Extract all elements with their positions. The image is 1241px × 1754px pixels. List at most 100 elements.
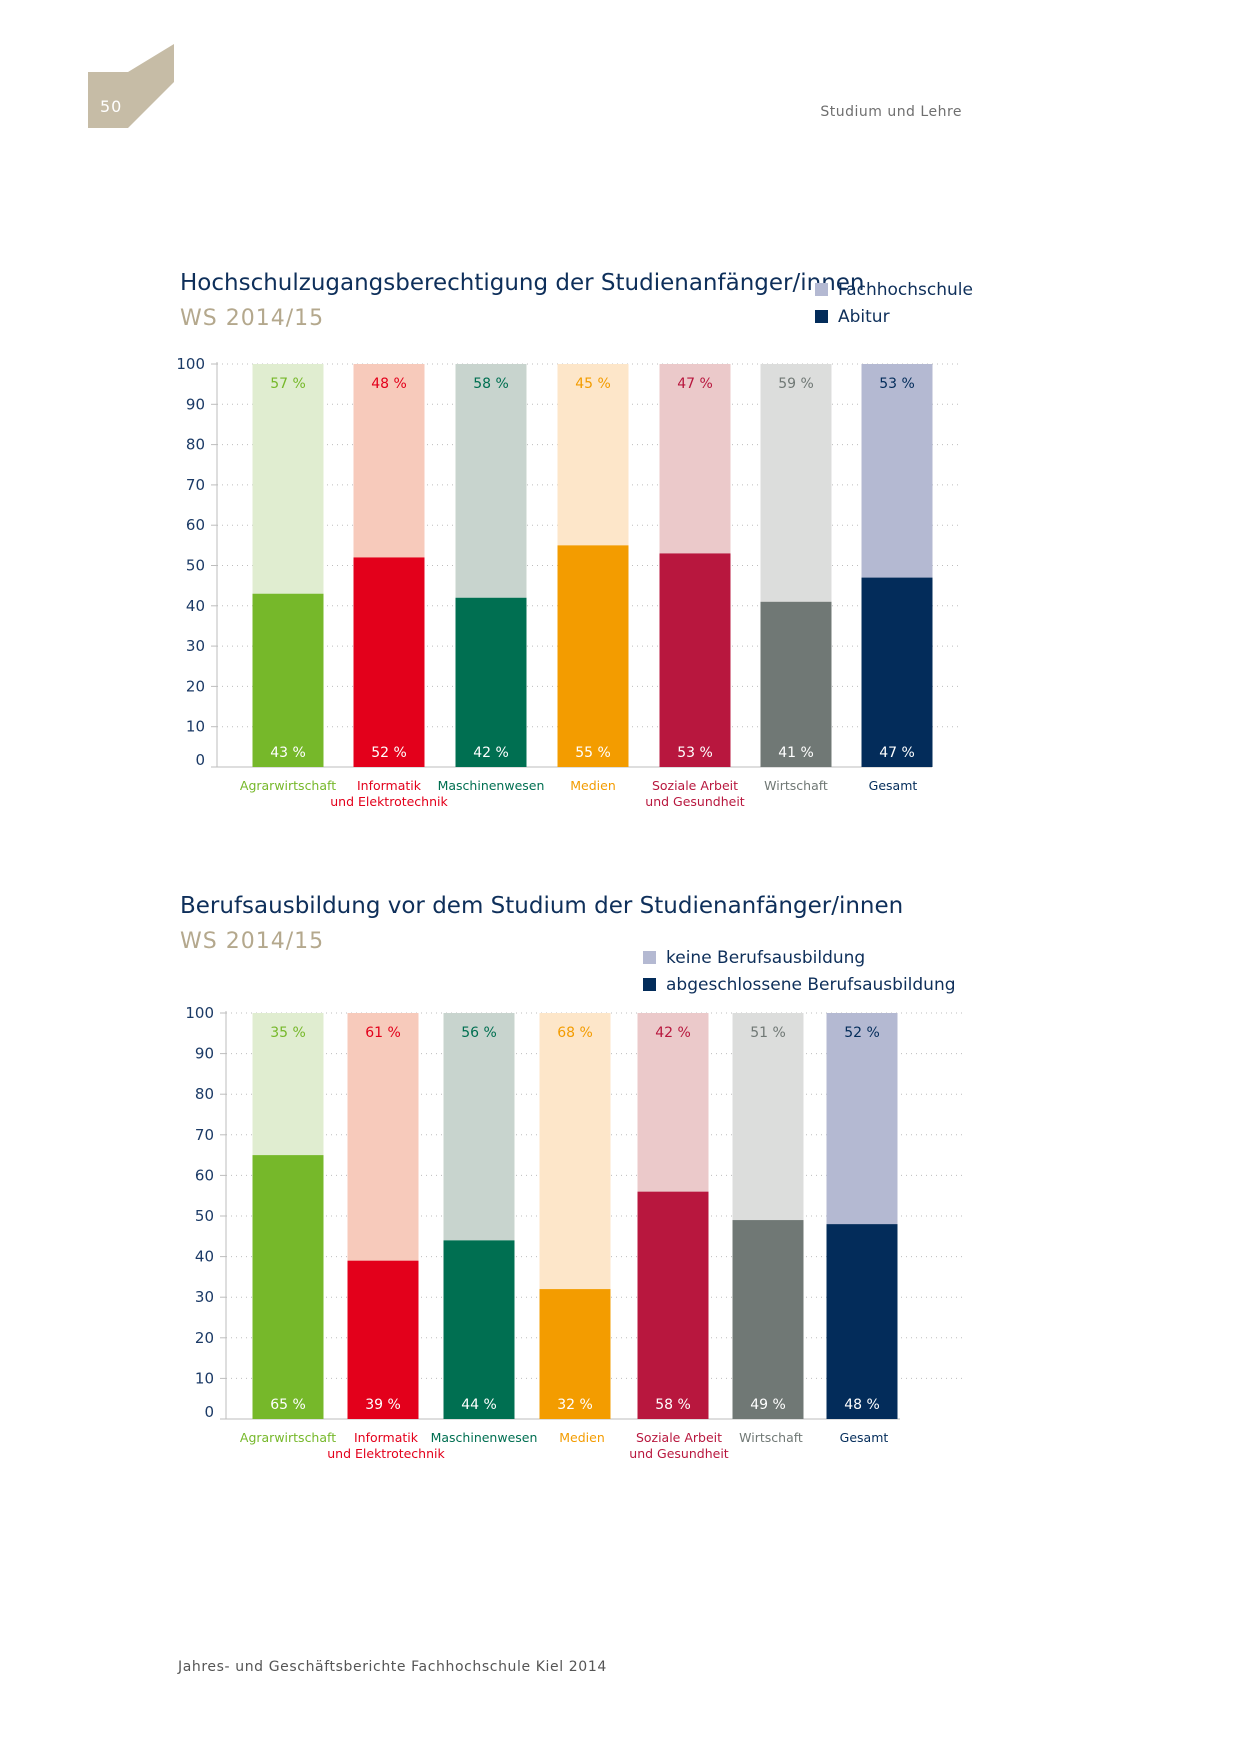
chart1-bar-5-upper <box>760 364 832 602</box>
chart1-bar-3-upper <box>557 364 629 546</box>
chart2-bar-6-upper <box>826 1013 898 1225</box>
chart2-ytick-label-0: 0 <box>204 1403 214 1421</box>
chart2-ytick-label-90: 90 <box>195 1045 214 1063</box>
chart1-category-label-1-line-0: Informatik <box>357 778 422 793</box>
chart1-label-upper-2: 58 % <box>473 376 509 392</box>
chart1-label-upper-0: 57 % <box>270 376 306 392</box>
chart2-legend-swatch-keine <box>643 951 656 964</box>
chart2-plot: 0 10 20 30 40 50 60 70 80 90 100 35 % 65 % Agrarwirts… <box>185 1004 962 1461</box>
chart1-category-label-2-line-0: Maschinenwesen <box>438 778 545 793</box>
chart1-bar-1-lower <box>353 557 425 767</box>
chart1-category-label-4-line-0: Soziale Arbeit <box>652 778 738 793</box>
chart1-bar-3-lower <box>557 545 629 767</box>
chart2-bar-3-upper <box>539 1013 611 1290</box>
chart1-ytick-label-80: 80 <box>186 436 205 454</box>
chart1-bar-0-lower <box>252 593 324 767</box>
chart2-category-label-1-line-0: Informatik <box>354 1430 419 1445</box>
chart2-ytick-label-30: 30 <box>195 1288 214 1306</box>
footer-text: Jahres- und Geschäftsberichte Fachhochsc… <box>178 1659 607 1675</box>
chart1-ytick-label-50: 50 <box>186 557 205 575</box>
chart1-legend-label-abitur: Abitur <box>838 306 890 327</box>
chart2-legend-label-keine: keine Berufsausbildung <box>666 947 866 968</box>
chart1-label-upper-6: 53 % <box>879 376 915 392</box>
chart1-ytick-label-40: 40 <box>186 597 205 615</box>
chart1-ytick-label-60: 60 <box>186 516 205 534</box>
chart1-bar-4-lower <box>659 553 731 767</box>
chart1-ytick-label-30: 30 <box>186 637 205 655</box>
chart2-ytick-label-50: 50 <box>195 1207 214 1225</box>
chart1-bar-1-upper <box>353 364 425 558</box>
chart1-label-upper-1: 48 % <box>371 376 407 392</box>
chart2-category-label-5-line-0: Wirtschaft <box>739 1430 803 1445</box>
chart2-bar-4-lower <box>637 1191 709 1419</box>
chart1-category-label-6-line-0: Gesamt <box>869 778 918 793</box>
chart1-bar-6-lower <box>861 577 933 767</box>
chart2-category-label-2-line-0: Maschinenwesen <box>431 1430 538 1445</box>
chart2-label-upper-5: 51 % <box>750 1025 786 1041</box>
chart1-bar-0-upper <box>252 364 324 594</box>
chart2-ytick-label-60: 60 <box>195 1166 214 1184</box>
chart1-ytick-label-90: 90 <box>186 395 205 413</box>
chart1-ytick-label-20: 20 <box>186 677 205 695</box>
chart1-legend-swatch-abitur <box>815 310 828 323</box>
chart2-bar-4-upper <box>637 1013 709 1192</box>
chart2-label-lower-3: 32 % <box>557 1397 593 1413</box>
chart1-category-label-5-line-0: Wirtschaft <box>764 778 828 793</box>
section-heading: Studium und Lehre <box>820 104 962 120</box>
chart2-legend-item-keine: keine Berufsausbildung <box>643 944 956 971</box>
chart1-bar-4-upper <box>659 364 731 554</box>
chart2-label-lower-4: 58 % <box>655 1397 691 1413</box>
chart1-legend: Fachhochschule Abitur <box>815 276 973 330</box>
chart1-legend-label-fachhochschule: Fachhochschule <box>838 279 973 300</box>
chart2-ytick-label-20: 20 <box>195 1329 214 1347</box>
chart2-ytick-label-80: 80 <box>195 1085 214 1103</box>
chart1-label-lower-5: 41 % <box>778 745 814 761</box>
chart2-label-upper-0: 35 % <box>270 1025 306 1041</box>
chart2-label-upper-2: 56 % <box>461 1025 497 1041</box>
chart1-bar-2-upper <box>455 364 527 598</box>
chart1-category-label-3-line-0: Medien <box>570 778 616 793</box>
chart1-legend-item-abitur: Abitur <box>815 303 973 330</box>
chart2-category-label-4-line-0: Soziale Arbeit <box>636 1430 722 1445</box>
chart2-category-label-6-line-0: Gesamt <box>840 1430 889 1445</box>
chart1-category-label-1-line-1: und Elektrotechnik <box>330 794 448 809</box>
chart1-ytick-label-70: 70 <box>186 476 205 494</box>
chart2-ytick-label-100: 100 <box>185 1004 214 1022</box>
chart2-label-lower-1: 39 % <box>365 1397 401 1413</box>
chart2-legend-item-abgeschlossen: abgeschlossene Berufsausbildung <box>643 971 956 998</box>
chart1-legend-item-fachhochschule: Fachhochschule <box>815 276 973 303</box>
chart1-legend-swatch-fachhochschule <box>815 283 828 296</box>
chart2-bar-1-lower <box>347 1260 419 1419</box>
chart2-label-lower-0: 65 % <box>270 1397 306 1413</box>
chart2-bar-3-lower <box>539 1289 611 1419</box>
chart2-category-label-1-line-1: und Elektrotechnik <box>327 1446 445 1461</box>
chart1-label-lower-3: 55 % <box>575 745 611 761</box>
chart2-bar-2-upper <box>443 1013 515 1241</box>
chart2-subtitle: WS 2014/15 <box>180 929 325 954</box>
chart2-category-label-4-line-1: und Gesundheit <box>629 1446 729 1461</box>
chart1-category-label-4-line-1: und Gesundheit <box>645 794 745 809</box>
chart2-ytick-label-10: 10 <box>195 1369 214 1387</box>
chart2-label-lower-6: 48 % <box>844 1397 880 1413</box>
chart2-label-lower-5: 49 % <box>750 1397 786 1413</box>
chart1-category-label-0-line-0: Agrarwirtschaft <box>240 778 336 793</box>
chart1-subtitle: WS 2014/15 <box>180 306 325 331</box>
chart1-label-upper-3: 45 % <box>575 376 611 392</box>
chart1-label-lower-6: 47 % <box>879 745 915 761</box>
chart2-legend: keine Berufsausbildung abgeschlossene Be… <box>643 944 956 998</box>
chart1-plot: 0 10 20 30 40 50 60 70 80 90 100 57 % 43 % Agrarwirts… <box>176 355 962 809</box>
chart2-title: Berufsausbildung vor dem Studium der Stu… <box>180 893 904 919</box>
chart2-bar-5-lower <box>732 1220 804 1419</box>
chart2-bar-0-lower <box>252 1155 324 1419</box>
chart2-legend-label-abgeschlossen: abgeschlossene Berufsausbildung <box>666 974 956 995</box>
chart2-bar-0-upper <box>252 1013 324 1156</box>
chart2-bar-5-upper <box>732 1013 804 1221</box>
chart1-bar-5-lower <box>760 601 832 767</box>
chart2-label-upper-3: 68 % <box>557 1025 593 1041</box>
chart1-label-lower-1: 52 % <box>371 745 407 761</box>
chart2-label-upper-4: 42 % <box>655 1025 691 1041</box>
chart2-label-upper-1: 61 % <box>365 1025 401 1041</box>
page-number: 50 <box>100 97 123 116</box>
chart2-legend-swatch-abgeschlossen <box>643 978 656 991</box>
chart2-label-lower-2: 44 % <box>461 1397 497 1413</box>
